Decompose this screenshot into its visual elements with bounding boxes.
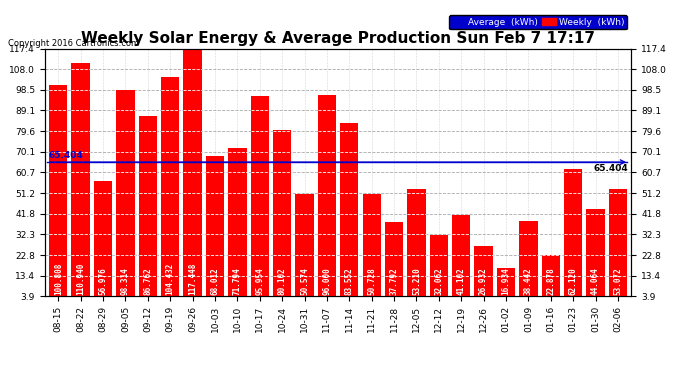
Bar	[430, 235, 448, 305]
Bar	[475, 246, 493, 305]
Bar	[250, 96, 269, 305]
Text: 62.120: 62.120	[569, 267, 578, 295]
Text: 83.552: 83.552	[345, 267, 354, 295]
Text: 16.934: 16.934	[502, 267, 511, 295]
Text: 117.448: 117.448	[188, 262, 197, 295]
Bar	[273, 130, 291, 305]
Text: 32.062: 32.062	[434, 267, 444, 295]
Bar	[295, 195, 314, 305]
Text: 98.314: 98.314	[121, 267, 130, 295]
Bar	[139, 116, 157, 305]
Text: 80.102: 80.102	[277, 267, 286, 295]
Text: 38.442: 38.442	[524, 267, 533, 295]
Bar	[497, 268, 515, 305]
Text: 110.940: 110.940	[76, 262, 85, 295]
Text: 50.728: 50.728	[367, 267, 376, 295]
Text: 53.210: 53.210	[412, 267, 421, 295]
Text: 53.072: 53.072	[613, 267, 622, 295]
Text: 44.064: 44.064	[591, 267, 600, 295]
Text: 22.878: 22.878	[546, 267, 555, 295]
Bar	[72, 63, 90, 305]
Bar	[362, 194, 381, 305]
Text: 37.792: 37.792	[390, 267, 399, 295]
Bar	[317, 95, 336, 305]
Bar	[586, 209, 604, 305]
Text: 65.404: 65.404	[48, 151, 83, 160]
Text: 86.762: 86.762	[144, 267, 152, 295]
Text: 26.932: 26.932	[479, 267, 488, 295]
Bar	[519, 221, 538, 305]
Bar	[49, 85, 68, 305]
Bar	[407, 189, 426, 305]
Legend: Average  (kWh), Weekly  (kWh): Average (kWh), Weekly (kWh)	[449, 15, 627, 29]
Bar	[94, 180, 112, 305]
Bar	[452, 215, 471, 305]
Title: Weekly Solar Energy & Average Production Sun Feb 7 17:17: Weekly Solar Energy & Average Production…	[81, 31, 595, 46]
Text: 104.432: 104.432	[166, 262, 175, 295]
Bar	[385, 222, 403, 305]
Bar	[564, 169, 582, 305]
Text: 95.954: 95.954	[255, 267, 264, 295]
Bar	[116, 90, 135, 305]
Text: 56.976: 56.976	[99, 267, 108, 295]
Text: 68.012: 68.012	[210, 267, 219, 295]
Bar	[542, 255, 560, 305]
Bar	[609, 189, 627, 305]
Text: Copyright 2016 Cartronics.com: Copyright 2016 Cartronics.com	[8, 39, 139, 48]
Text: 41.102: 41.102	[457, 267, 466, 295]
Text: 100.808: 100.808	[54, 262, 63, 295]
Text: 50.574: 50.574	[300, 267, 309, 295]
Bar	[161, 77, 179, 305]
Bar	[228, 148, 246, 305]
Bar	[184, 49, 201, 305]
Bar	[340, 123, 359, 305]
Text: 96.000: 96.000	[322, 267, 331, 295]
Text: 71.794: 71.794	[233, 267, 242, 295]
Bar	[206, 156, 224, 305]
Text: 65.404: 65.404	[593, 164, 628, 173]
